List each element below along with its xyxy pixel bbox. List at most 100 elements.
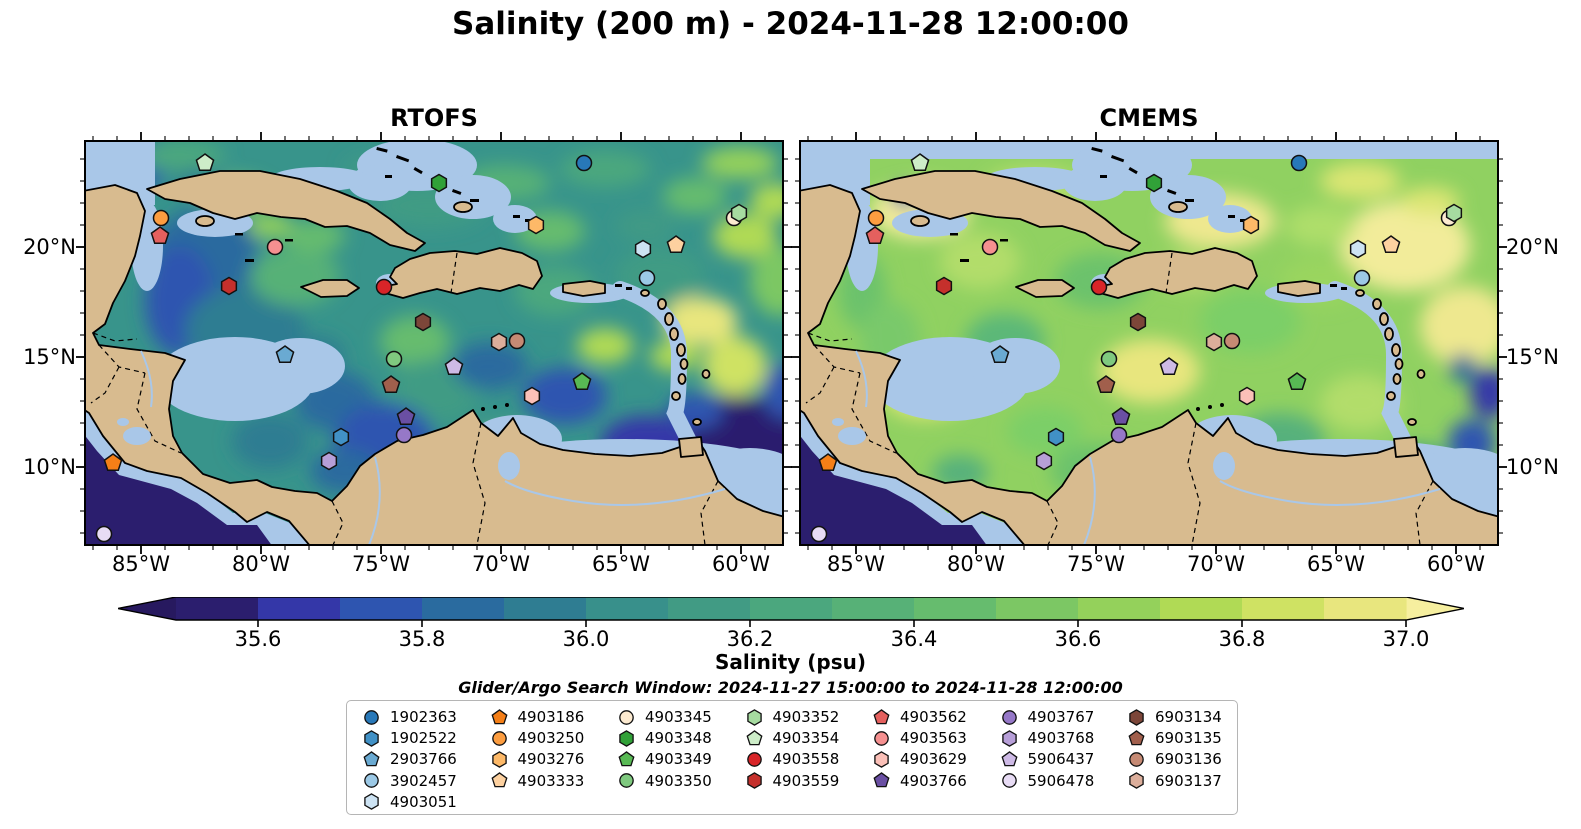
- map-panel-rtofs: [76, 132, 792, 554]
- legend-entry-4903250: 4903250: [490, 728, 584, 748]
- legend-entry-4903766: 4903766: [872, 771, 967, 791]
- rtofs-map: [76, 132, 792, 554]
- legend-label: 4903559: [772, 771, 840, 790]
- marker-4903558: [375, 278, 393, 296]
- hexagon-marker-icon: [1001, 729, 1017, 747]
- legend-label: 4903349: [645, 750, 712, 769]
- legend-label: 6903136: [1155, 750, 1222, 769]
- pentagon-marker-icon: [490, 708, 508, 724]
- marker-4903559: [220, 276, 238, 296]
- marker-2903766: [990, 345, 1010, 364]
- hexagon-marker-icon: [364, 793, 379, 811]
- legend-entry-4903186: 4903186: [490, 707, 584, 727]
- legend-entry-4903350: 4903350: [617, 771, 712, 791]
- lat-label-right: 15°N: [1506, 345, 1559, 369]
- lat-label-right: 20°N: [1506, 235, 1559, 259]
- hexagon-marker-icon: [491, 751, 507, 768]
- lon-label: 85°W: [827, 552, 885, 576]
- colorbar-tick: 37.0: [1382, 627, 1430, 651]
- marker-6903135: [381, 375, 401, 394]
- legend-label: 4903767: [1027, 708, 1095, 726]
- legend-entry-4903333: 4903333: [490, 771, 584, 791]
- circle-marker-icon: [491, 730, 507, 746]
- lon-label: 65°W: [592, 552, 650, 576]
- legend-label: 6903137: [1155, 771, 1222, 790]
- rtofs-axis-ticks: [76, 132, 792, 554]
- colorbar-tick: 35.6: [234, 627, 282, 651]
- colorbar-tick: 35.8: [398, 627, 446, 651]
- lon-label: 65°W: [1307, 552, 1365, 576]
- circle-marker-icon: [619, 773, 634, 788]
- legend-entry-3902457: 3902457: [362, 771, 457, 791]
- marker-4903767: [395, 426, 413, 444]
- legend-label: 5906478: [1027, 771, 1095, 790]
- legend-label: 4903558: [772, 750, 840, 769]
- lon-label: 75°W: [352, 552, 410, 576]
- marker-4903558: [1090, 278, 1108, 296]
- marker-4903333: [666, 235, 686, 254]
- marker-1902522: [1047, 427, 1065, 447]
- marker-4903186: [818, 453, 838, 472]
- marker-4903562: [150, 226, 170, 245]
- marker-4903348: [1145, 173, 1163, 193]
- marker-4903250: [152, 209, 170, 227]
- legend-label: 4903768: [1027, 729, 1095, 748]
- legend-label: 4903345: [645, 708, 712, 726]
- colorbar-tick: 36.0: [562, 627, 610, 651]
- legend-entry-4903349: 4903349: [617, 749, 712, 769]
- circle-marker-icon: [364, 709, 379, 725]
- circle-marker-icon: [619, 709, 634, 725]
- lat-label-left: 20°N: [23, 235, 76, 259]
- legend-entry-1902363: 1902363: [362, 707, 457, 727]
- marker-6903134: [1129, 312, 1147, 332]
- marker-5906478: [95, 525, 113, 543]
- legend-label: 1902363: [390, 708, 457, 726]
- marker-4903186: [103, 453, 123, 472]
- marker-4903348: [430, 173, 448, 193]
- lon-label: 80°W: [232, 552, 290, 576]
- circle-marker-icon: [746, 752, 762, 767]
- marker-4903276: [1242, 215, 1260, 235]
- marker-4903350: [1100, 350, 1118, 368]
- legend-label: 6903135: [1155, 729, 1222, 748]
- marker-4903629: [523, 386, 541, 406]
- pentagon-marker-icon: [873, 708, 890, 724]
- lon-label: 70°W: [472, 552, 530, 576]
- marker-4903563: [981, 238, 999, 256]
- colorbar-tick: 36.6: [1054, 627, 1102, 651]
- legend-entry-4903276: 4903276: [490, 749, 584, 769]
- pentagon-marker-icon: [363, 750, 380, 767]
- legend-entry-6903134: 6903134: [1127, 707, 1222, 727]
- marker-5906478: [810, 525, 828, 543]
- circle-marker-icon: [1001, 709, 1017, 725]
- marker-4903768: [320, 451, 338, 471]
- marker-6903136: [508, 332, 526, 350]
- colorbar-tick: 36.4: [890, 627, 938, 651]
- marker-4903276: [527, 215, 545, 235]
- marker-4903333: [1381, 235, 1401, 254]
- lon-label: 85°W: [112, 552, 170, 576]
- legend-entry-5906437: 5906437: [1000, 749, 1094, 769]
- hexagon-marker-icon: [746, 772, 762, 789]
- colorbar-tick: 36.8: [1218, 627, 1266, 651]
- cmems-frame: [799, 140, 1499, 546]
- marker-4903629: [1238, 386, 1256, 406]
- marker-4903352: [1445, 203, 1463, 223]
- legend-label: 4903629: [900, 750, 967, 769]
- cmems-markers: [810, 153, 1463, 543]
- legend-label: 4903350: [645, 771, 712, 790]
- marker-6903137: [1205, 332, 1223, 352]
- marker-5906437: [1159, 357, 1179, 376]
- legend-entry-4903354: 4903354: [745, 728, 839, 748]
- legend-entry-1902522: 1902522: [362, 728, 457, 748]
- circle-marker-icon: [874, 730, 889, 746]
- lat-label-left: 10°N: [23, 455, 76, 479]
- marker-6903134: [414, 312, 432, 332]
- legend-label: 4903563: [900, 729, 967, 748]
- marker-4903354: [195, 153, 215, 172]
- marker-3902457: [638, 269, 656, 287]
- legend-entry-4903559: 4903559: [745, 771, 840, 791]
- legend-entry-4903563: 4903563: [872, 728, 967, 748]
- hexagon-marker-icon: [364, 729, 379, 747]
